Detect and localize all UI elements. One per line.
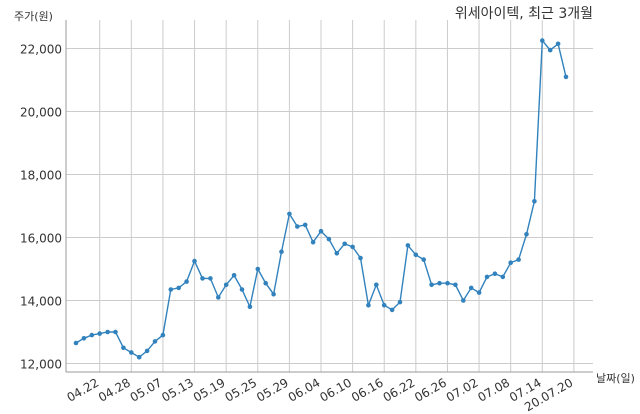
data-point bbox=[208, 276, 213, 281]
data-point bbox=[144, 348, 150, 354]
data-point bbox=[492, 271, 498, 277]
axes bbox=[65, 20, 593, 373]
x-tick-label: 07.08 bbox=[475, 375, 512, 404]
y-tick-label: 16,000 bbox=[20, 232, 62, 246]
data-point bbox=[121, 345, 126, 351]
y-tick-label: 12,000 bbox=[20, 358, 62, 372]
data-point bbox=[555, 41, 561, 47]
x-tick-label: 04.28 bbox=[96, 375, 133, 404]
data-point bbox=[476, 290, 482, 295]
x-tick-label: 06.10 bbox=[317, 375, 354, 404]
data-point bbox=[247, 304, 253, 310]
data-point bbox=[461, 298, 466, 303]
data-point bbox=[129, 350, 134, 355]
data-point bbox=[231, 273, 237, 278]
data-point bbox=[160, 332, 166, 338]
data-point bbox=[421, 257, 427, 262]
x-tick-label: 07.02 bbox=[444, 375, 481, 404]
x-tick-label: 05.29 bbox=[254, 375, 291, 404]
data-point bbox=[136, 354, 142, 360]
data-point bbox=[563, 74, 569, 80]
data-point bbox=[73, 340, 79, 346]
data-point bbox=[397, 299, 403, 305]
data-point bbox=[326, 236, 332, 242]
x-tick-label: 05.19 bbox=[191, 375, 228, 404]
data-point bbox=[105, 329, 110, 335]
data-point bbox=[302, 222, 308, 228]
data-point bbox=[239, 287, 245, 292]
data-point bbox=[318, 228, 324, 234]
y-tick-label: 20,000 bbox=[20, 106, 62, 120]
data-point bbox=[200, 276, 205, 281]
y-tick-label: 22,000 bbox=[20, 43, 62, 57]
data-point bbox=[540, 38, 545, 43]
data-point bbox=[152, 339, 158, 344]
data-point bbox=[437, 280, 442, 286]
data-point bbox=[295, 224, 300, 229]
data-point bbox=[508, 260, 513, 266]
data-point bbox=[381, 302, 387, 308]
data-point bbox=[532, 199, 537, 204]
data-point bbox=[263, 280, 269, 286]
x-axis-title: 날짜(일) bbox=[596, 371, 635, 385]
data-point bbox=[389, 307, 395, 313]
data-point bbox=[484, 274, 490, 280]
data-point bbox=[445, 280, 450, 286]
x-tick-label: 04.22 bbox=[64, 375, 101, 404]
data-point bbox=[500, 274, 506, 280]
data-point bbox=[310, 239, 316, 245]
data-point bbox=[468, 285, 474, 291]
data-point bbox=[216, 295, 221, 300]
data-point bbox=[271, 291, 276, 297]
data-point bbox=[374, 282, 379, 288]
data-point bbox=[358, 255, 363, 261]
data-point bbox=[81, 336, 87, 341]
data-point bbox=[516, 257, 521, 262]
x-tick-label: 05.13 bbox=[159, 375, 196, 404]
data-point bbox=[287, 211, 292, 217]
data-point bbox=[223, 282, 229, 288]
data-point bbox=[334, 251, 340, 256]
data-point bbox=[547, 47, 553, 53]
data-point bbox=[453, 282, 458, 288]
data-point bbox=[255, 266, 261, 272]
y-tick-labels: 12,000 14,000 16,000 18,000 20,000 22,000 bbox=[20, 43, 62, 372]
chart-title: 위세아이텍, 최근 3개월 bbox=[455, 6, 593, 22]
x-tick-label: 06.16 bbox=[349, 375, 386, 404]
grid-lines bbox=[66, 20, 593, 372]
x-tick-label: 05.07 bbox=[128, 375, 165, 404]
data-point bbox=[89, 332, 95, 338]
x-tick-label: 06.22 bbox=[381, 375, 418, 404]
data-point bbox=[279, 249, 284, 254]
data-point bbox=[524, 232, 529, 237]
data-point bbox=[350, 244, 355, 250]
price-series bbox=[73, 38, 569, 360]
x-tick-labels: 04.2204.2805.0705.1305.1905.2505.2906.04… bbox=[64, 375, 575, 414]
x-tick-label: 06.26 bbox=[412, 375, 449, 404]
data-point bbox=[168, 287, 174, 292]
data-point bbox=[342, 241, 348, 247]
y-tick-label: 14,000 bbox=[20, 295, 62, 309]
data-point bbox=[184, 279, 189, 284]
data-point bbox=[176, 285, 181, 291]
data-point bbox=[405, 243, 411, 248]
data-point bbox=[192, 258, 197, 264]
data-point bbox=[413, 252, 419, 258]
x-tick-label: 06.04 bbox=[286, 375, 323, 404]
y-axis-title: 주가(원) bbox=[14, 10, 53, 23]
data-point bbox=[113, 329, 118, 335]
data-point bbox=[366, 302, 371, 308]
y-tick-label: 18,000 bbox=[20, 169, 62, 183]
x-tick-label: 05.25 bbox=[223, 375, 260, 404]
data-point bbox=[429, 282, 434, 288]
data-point bbox=[97, 331, 102, 336]
